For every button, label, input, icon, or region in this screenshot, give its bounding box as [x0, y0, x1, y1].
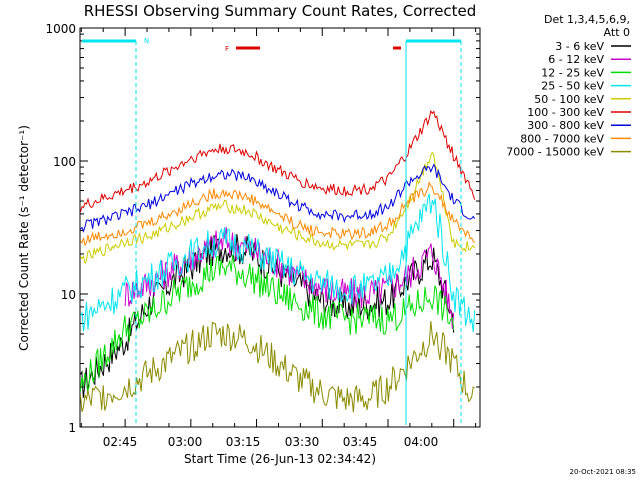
- series-line-800-7000-kev: [79, 180, 476, 247]
- series-line-300-800-kev: [80, 163, 476, 233]
- x-tick-label: 03:00: [168, 435, 203, 449]
- legend-label: 25 - 50 keV: [541, 80, 604, 93]
- flare-label: F: [225, 45, 229, 53]
- x-tick-label: 02:45: [103, 435, 138, 449]
- legend-det-info: Det 1,3,4,5,6,9,: [544, 13, 630, 26]
- night-label: N: [144, 37, 149, 45]
- legend-label: 3 - 6 keV: [555, 40, 604, 53]
- flare-markers: F: [225, 45, 401, 53]
- y-tick-label: 1: [68, 421, 76, 435]
- plot-frame: [79, 27, 481, 428]
- y-tick-label: 100: [53, 155, 76, 169]
- timestamp: 20-Oct-2021 08:35: [570, 468, 636, 476]
- y-tick-label: 1000: [45, 22, 76, 36]
- legend-label: 800 - 7000 keV: [520, 132, 604, 145]
- series-line-7000-15000-kev: [79, 320, 475, 413]
- y-axis-label: Corrected Count Rate (s⁻¹ detector⁻¹): [17, 125, 31, 351]
- chart-title: RHESSI Observing Summary Count Rates, Co…: [84, 2, 477, 20]
- x-tick-label: 03:45: [343, 435, 378, 449]
- series-line-50-100-kev: [79, 151, 476, 265]
- legend-label: 100 - 300 keV: [527, 106, 604, 119]
- series-line-100-300-kev: [79, 109, 476, 213]
- legend-label: 12 - 25 keV: [541, 66, 604, 79]
- legend-label: 50 - 100 keV: [534, 93, 604, 106]
- series-line-25-50-kev: [79, 193, 476, 333]
- y-tick-labels: 1 10 100 1000: [45, 22, 76, 435]
- x-axis-label: Start Time (26-Jun-13 02:34:42): [184, 452, 376, 466]
- series-line-12-25-kev: [79, 254, 455, 392]
- legend-label: 7000 - 15000 keV: [506, 146, 604, 159]
- axis-ticks: [80, 27, 480, 428]
- series-lines: [79, 109, 476, 413]
- x-tick-label: 03:30: [285, 435, 320, 449]
- y-tick-label: 10: [61, 288, 76, 302]
- legend-label: 6 - 12 keV: [548, 53, 604, 66]
- x-tick-labels: 02:45 03:00 03:15 03:30 03:45 04:00: [103, 435, 439, 449]
- x-tick-label: 03:15: [226, 435, 261, 449]
- legend-att-info: Att 0: [604, 26, 630, 39]
- night-markers: N: [82, 37, 462, 425]
- x-tick-label: 04:00: [404, 435, 439, 449]
- legend-label: 300 - 800 keV: [527, 119, 604, 132]
